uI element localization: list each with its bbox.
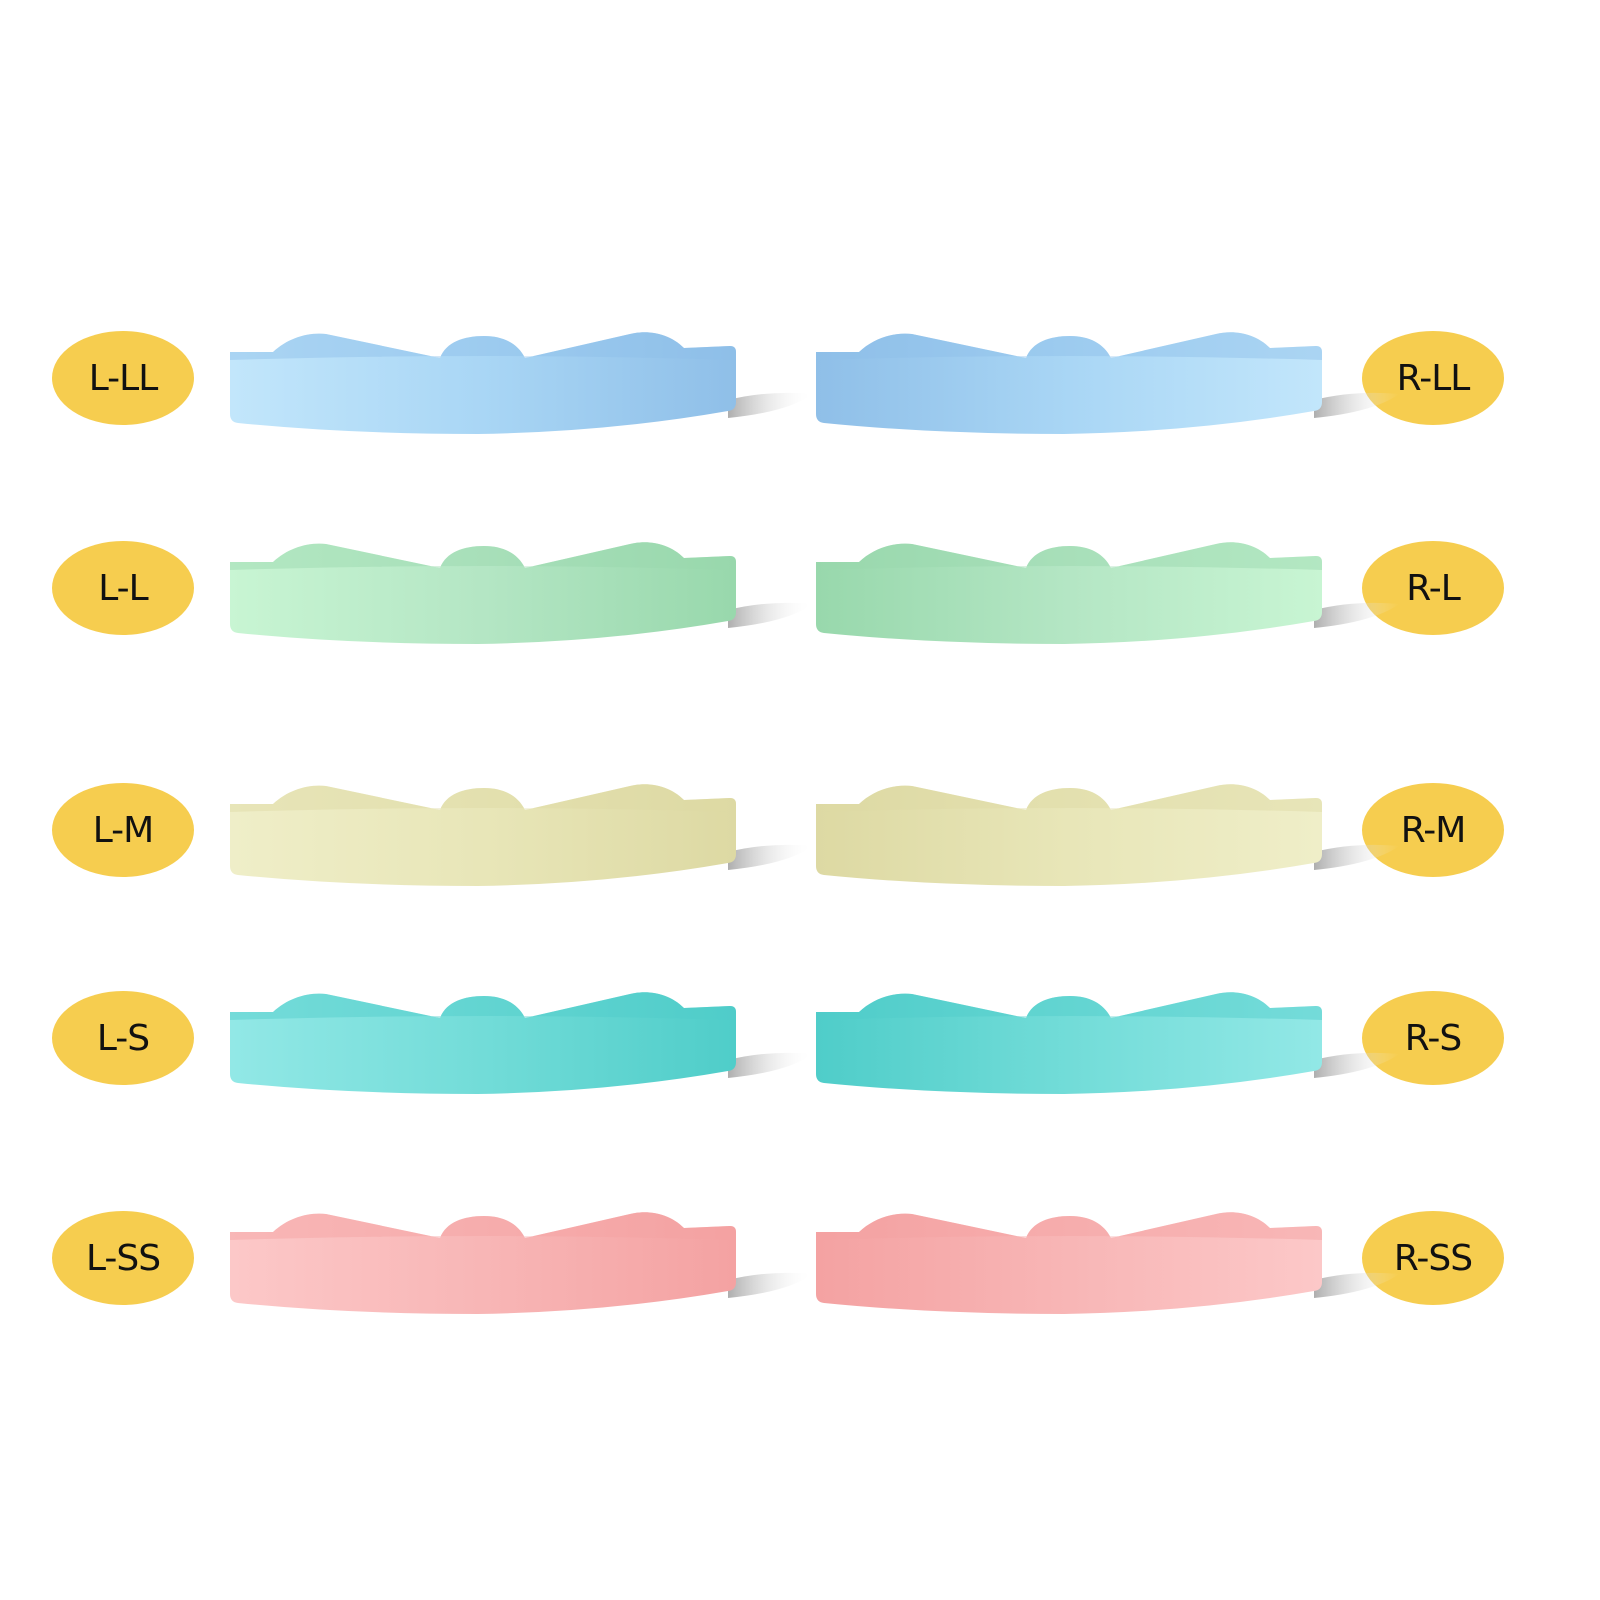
pad-body: [816, 332, 1322, 434]
left-silicone-pad: [230, 784, 813, 886]
pad-top-ridge: [816, 542, 1322, 570]
pad-shadow: [728, 844, 813, 870]
pad-body: [230, 332, 736, 434]
right-size-label: R-L: [1362, 541, 1504, 635]
left-size-label: L-L: [52, 541, 194, 635]
pad-top-ridge: [230, 784, 736, 812]
pad-body: [816, 1212, 1322, 1314]
right-silicone-pad: [816, 542, 1399, 644]
pad-shadow: [1314, 844, 1399, 870]
right-size-label: R-SS: [1362, 1211, 1504, 1305]
pad-top-ridge: [816, 332, 1322, 360]
right-size-label: R-S: [1362, 991, 1504, 1085]
left-size-label: L-LL: [52, 331, 194, 425]
right-size-label: R-M: [1362, 783, 1504, 877]
pad-top-ridge: [230, 992, 736, 1020]
pad-top-ridge: [230, 1212, 736, 1240]
right-size-label: R-LL: [1362, 331, 1504, 425]
pad-shadow: [728, 1272, 813, 1298]
right-silicone-pad: [816, 784, 1399, 886]
pad-shadow: [1314, 602, 1399, 628]
pad-body: [816, 784, 1322, 886]
pad-shadow: [1314, 1272, 1399, 1298]
pad-shadow: [728, 602, 813, 628]
pad-body: [230, 992, 736, 1094]
pad-top-ridge: [816, 784, 1322, 812]
pad-shadow: [728, 1052, 813, 1078]
left-size-label: L-M: [52, 783, 194, 877]
left-silicone-pad: [230, 992, 813, 1094]
right-silicone-pad: [816, 332, 1399, 434]
right-silicone-pad: [816, 992, 1399, 1094]
left-silicone-pad: [230, 332, 813, 434]
pad-top-ridge: [816, 1212, 1322, 1240]
pad-body: [816, 542, 1322, 644]
pad-shadow: [728, 392, 813, 418]
pad-top-ridge: [230, 332, 736, 360]
left-size-label: L-S: [52, 991, 194, 1085]
pad-body: [230, 542, 736, 644]
pad-body: [230, 784, 736, 886]
pad-shadow: [1314, 392, 1399, 418]
left-silicone-pad: [230, 1212, 813, 1314]
pad-body: [230, 1212, 736, 1314]
pad-top-ridge: [230, 542, 736, 570]
pad-top-ridge: [816, 992, 1322, 1020]
pad-body: [816, 992, 1322, 1094]
left-size-label: L-SS: [52, 1211, 194, 1305]
left-silicone-pad: [230, 542, 813, 644]
right-silicone-pad: [816, 1212, 1399, 1314]
pad-shadow: [1314, 1052, 1399, 1078]
